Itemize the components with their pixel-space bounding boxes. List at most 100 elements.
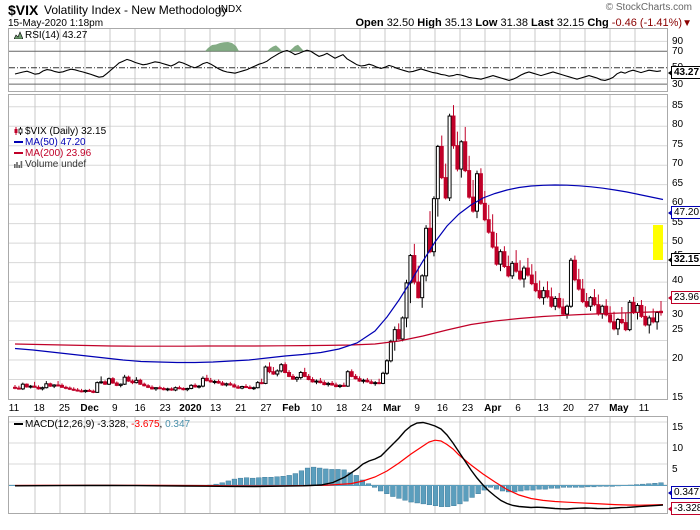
last-price-flag: 32.15 (667, 253, 700, 266)
stockcharts-brand: © StockCharts.com (605, 2, 692, 13)
macd-histogram (9, 466, 667, 507)
rsi-legend: RSI(14) 43.27 (14, 30, 87, 41)
rsi-legend-label: RSI(14) 43.27 (25, 30, 88, 41)
price-axis-70: 70 (672, 158, 684, 169)
price-panel (8, 94, 668, 400)
chg-label: Chg (587, 17, 609, 29)
macd-line (14, 421, 664, 510)
date-label: May (609, 403, 629, 414)
macd-axis-10: 10 (672, 443, 684, 454)
date-label: 2020 (179, 403, 202, 414)
macd-legend-name: MACD(12,26,9) (25, 419, 95, 430)
high-value: 35.13 (444, 17, 473, 29)
date-label: 16 (134, 403, 146, 414)
date-label: Mar (383, 403, 401, 414)
macd-hist-value: 0.347 (165, 419, 191, 430)
rsi-area-icon (14, 31, 23, 39)
ma50-line (14, 184, 664, 364)
price-axis-40: 40 (672, 275, 684, 286)
chart-timestamp: 15-May-2020 1:18pm (8, 18, 104, 29)
price-axis-50: 50 (672, 236, 684, 247)
macd-swatch-icon (14, 423, 23, 425)
quote-bar: Open 32.50 High 35.13 Low 31.38 Last 32.… (356, 17, 693, 29)
rsi-value-flag: 43.27 (667, 66, 700, 79)
date-label: 24 (361, 403, 373, 414)
date-label: 21 (235, 403, 247, 414)
macd-panel (8, 416, 668, 514)
macd-hist-flag: 0.347 (667, 486, 700, 499)
date-label: Feb (282, 403, 301, 414)
price-legend: $VIX (Daily) 32.15 MA(50) 47.20 MA(200) … (14, 126, 106, 170)
date-label: 20 (562, 403, 574, 414)
date-label: 13 (537, 403, 549, 414)
price-axis-30: 30 (672, 309, 684, 320)
rsi-axis-90: 90 (672, 36, 684, 47)
date-label: 13 (210, 403, 222, 414)
price-axis-65: 65 (672, 178, 684, 189)
date-label: 18 (336, 403, 348, 414)
open-label: Open (355, 17, 384, 29)
volume-bars-icon (14, 160, 23, 168)
date-label: 23 (462, 403, 474, 414)
date-label: 9 (414, 403, 420, 414)
ma50-swatch-icon (14, 141, 23, 143)
rsi-axis-30: 30 (672, 79, 684, 90)
macd-legend-value: -3.328 (97, 419, 126, 430)
date-label: 27 (588, 403, 600, 414)
candlestick-icon (14, 127, 23, 135)
macd-axis-15: 15 (672, 422, 684, 433)
price-plot (9, 95, 667, 399)
price-axis-60: 60 (672, 197, 684, 208)
last-value: 32.15 (556, 17, 585, 29)
down-arrow-icon: ▼ (682, 18, 692, 29)
date-label: 16 (436, 403, 448, 414)
last-label: Last (531, 17, 554, 29)
price-axis-85: 85 (672, 100, 684, 111)
price-axis-25: 25 (672, 324, 684, 335)
candlestick-series (13, 105, 663, 394)
macd-signal-value: -3.675 (131, 419, 160, 430)
date-label: 18 (33, 403, 45, 414)
price-axis-15: 15 (672, 392, 684, 403)
date-label: 10 (310, 403, 322, 414)
price-axis-75: 75 (672, 139, 684, 150)
instrument-name: Volatility Index - New Methodology (44, 3, 228, 17)
price-legend-ma50-row: MA(50) 47.20 (14, 137, 106, 148)
price-legend-main-row: $VIX (Daily) 32.15 (14, 126, 106, 137)
date-label: 9 (112, 403, 118, 414)
ma50-legend-label: MA(50) 47.20 (25, 137, 86, 148)
rsi-plot (9, 29, 667, 91)
ma50-value-flag: 47.20 (667, 206, 700, 219)
ma200-line (14, 311, 664, 347)
last-bar-highlight (653, 225, 663, 260)
open-value: 32.50 (386, 17, 415, 29)
date-label: Dec (80, 403, 99, 414)
price-axis-80: 80 (672, 119, 684, 130)
high-label: High (417, 17, 442, 29)
chg-value: -0.46 (-1.41%) (611, 17, 683, 29)
low-label: Low (475, 17, 498, 29)
date-label: 23 (159, 403, 171, 414)
macd-axis-5: 5 (672, 464, 678, 475)
date-label: 25 (58, 403, 70, 414)
date-label: 11 (8, 403, 20, 414)
ma200-swatch-icon (14, 152, 23, 154)
macd-value-flag: -3.328 (667, 502, 700, 515)
date-label: 27 (260, 403, 272, 414)
date-label: 6 (515, 403, 521, 414)
date-label: 11 (638, 403, 650, 414)
ma200-legend-label: MA(200) 23.96 (25, 148, 92, 159)
rsi-panel (8, 28, 668, 92)
macd-plot (9, 417, 667, 513)
rsi-axis-70: 70 (672, 46, 684, 57)
price-axis-20: 20 (672, 353, 684, 364)
macd-legend: MACD(12,26,9) -3.328, -3.675, 0.347 (14, 419, 190, 430)
page-title: $VIX (8, 2, 39, 18)
ma200-value-flag: 23.96 (667, 291, 700, 304)
low-value: 31.38 (500, 17, 528, 29)
date-label: Apr (484, 403, 502, 414)
volume-legend-label: Volume undef (25, 159, 87, 170)
exchange-label: INDX (218, 4, 242, 15)
price-legend-volume-row: Volume undef (14, 159, 106, 170)
price-axis-55: 55 (672, 217, 684, 228)
